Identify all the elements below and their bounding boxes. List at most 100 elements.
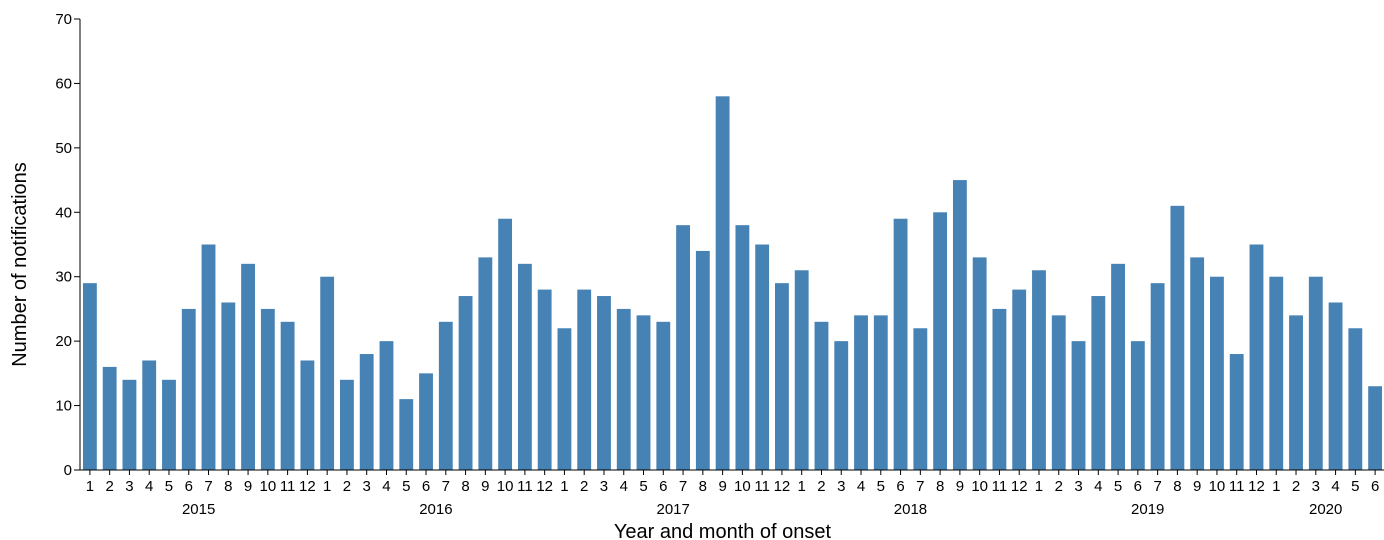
- bar: [102, 366, 117, 470]
- bar: [1368, 386, 1383, 470]
- x-tick-label: 5: [402, 478, 410, 495]
- x-tick-label: 7: [679, 478, 687, 495]
- x-tick-label: 1: [1035, 478, 1043, 495]
- bar: [557, 328, 572, 470]
- x-tick-label: 4: [145, 478, 153, 495]
- x-tick-label: 8: [224, 478, 232, 495]
- bar: [498, 218, 513, 470]
- x-tick-label: 3: [1312, 478, 1320, 495]
- x-tick-label: 12: [1011, 478, 1028, 495]
- x-tick-label: 1: [323, 478, 331, 495]
- x-tick-label: 2: [343, 478, 351, 495]
- x-tick-label: 4: [1094, 478, 1102, 495]
- bar: [359, 354, 374, 470]
- bar: [201, 244, 216, 470]
- x-tick-label: 9: [1193, 478, 1201, 495]
- bar: [814, 321, 829, 470]
- x-tick-label: 5: [1114, 478, 1122, 495]
- x-tick-label: 10: [1209, 478, 1226, 495]
- bar: [517, 263, 532, 470]
- x-tick-label: 8: [461, 478, 469, 495]
- bar: [1071, 341, 1086, 470]
- x-tick-label: 10: [734, 478, 751, 495]
- bar: [893, 218, 908, 470]
- y-tick-label: 0: [64, 462, 72, 479]
- x-tick-label: 10: [971, 478, 988, 495]
- bar: [1091, 296, 1106, 470]
- x-year-label: 2016: [419, 501, 452, 518]
- x-tick-label: 5: [639, 478, 647, 495]
- bar: [1249, 244, 1264, 470]
- y-tick-label: 70: [55, 11, 72, 28]
- bar: [1289, 315, 1303, 470]
- bar: [676, 225, 690, 470]
- bar: [656, 321, 671, 470]
- x-tick-label: 11: [517, 478, 533, 495]
- bar: [1051, 315, 1066, 470]
- bar: [260, 308, 275, 470]
- bar: [122, 379, 137, 470]
- bar: [1012, 289, 1027, 470]
- x-tick-label: 8: [936, 478, 944, 495]
- bar: [854, 315, 868, 470]
- bar: [597, 296, 611, 470]
- bar: [340, 379, 354, 470]
- bar: [913, 328, 928, 470]
- x-tick-label: 11: [754, 478, 770, 495]
- x-tick-label: 3: [837, 478, 845, 495]
- bar: [972, 257, 987, 470]
- x-tick-label: 8: [1173, 478, 1181, 495]
- x-tick-label: 10: [259, 478, 276, 495]
- bar: [438, 321, 453, 470]
- bar: [1130, 341, 1145, 470]
- y-tick-label: 10: [55, 398, 72, 415]
- x-tick-label: 11: [280, 478, 296, 495]
- bar: [537, 289, 552, 470]
- y-tick-label: 50: [55, 140, 72, 157]
- bar: [320, 276, 335, 470]
- x-tick-label: 1: [560, 478, 568, 495]
- bar: [577, 289, 592, 470]
- bar: [1190, 257, 1205, 470]
- x-tick-label: 6: [659, 478, 667, 495]
- x-tick-label: 3: [1074, 478, 1082, 495]
- bar: [1111, 263, 1125, 470]
- x-tick-label: 4: [857, 478, 865, 495]
- x-tick-label: 4: [382, 478, 390, 495]
- bar: [952, 180, 967, 470]
- x-tick-label: 8: [699, 478, 707, 495]
- x-tick-label: 7: [442, 478, 450, 495]
- bar: [399, 399, 414, 470]
- x-tick-label: 10: [497, 478, 514, 495]
- x-tick-label: 7: [204, 478, 212, 495]
- x-year-label: 2020: [1309, 501, 1342, 518]
- x-tick-label: 9: [718, 478, 726, 495]
- bar: [715, 96, 730, 470]
- x-tick-label: 9: [956, 478, 964, 495]
- bar: [379, 341, 394, 470]
- x-tick-label: 1: [86, 478, 94, 495]
- bar: [1328, 302, 1343, 470]
- x-tick-label: 3: [363, 478, 371, 495]
- bar: [735, 225, 750, 470]
- bar: [616, 308, 631, 470]
- bar: [142, 360, 157, 470]
- bar: [82, 283, 97, 470]
- bar: [419, 373, 433, 470]
- bar: [221, 302, 236, 470]
- x-tick-label: 12: [1248, 478, 1265, 495]
- bar: [1150, 283, 1165, 470]
- x-tick-label: 2: [817, 478, 825, 495]
- x-tick-label: 7: [1153, 478, 1161, 495]
- bar: [794, 270, 809, 470]
- x-tick-label: 6: [1371, 478, 1379, 495]
- bar: [1032, 270, 1046, 470]
- x-tick-label: 5: [1351, 478, 1359, 495]
- x-year-label: 2019: [1131, 501, 1164, 518]
- bar: [1269, 276, 1284, 470]
- x-tick-label: 6: [422, 478, 430, 495]
- x-year-label: 2018: [894, 501, 927, 518]
- x-tick-label: 12: [299, 478, 316, 495]
- x-tick-label: 2: [105, 478, 113, 495]
